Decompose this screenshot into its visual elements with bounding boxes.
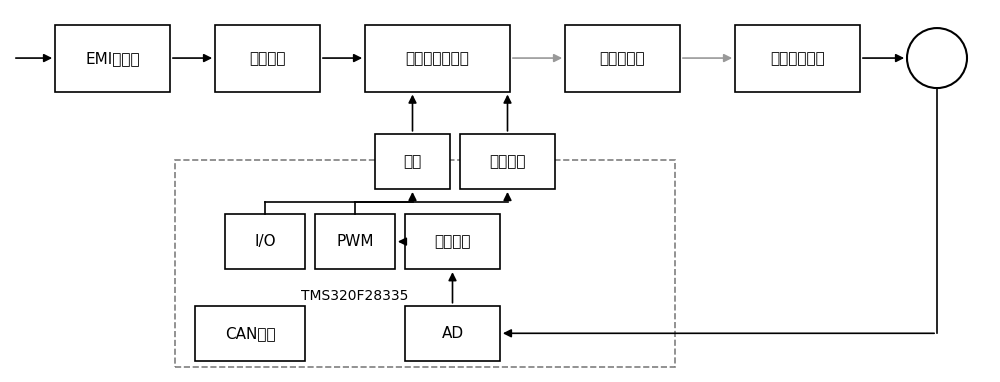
Text: AD: AD	[441, 326, 464, 341]
FancyBboxPatch shape	[365, 25, 510, 92]
Text: 移相全桥变换器: 移相全桥变换器	[406, 51, 469, 66]
FancyBboxPatch shape	[565, 25, 680, 92]
Text: TMS320F28335: TMS320F28335	[301, 289, 409, 303]
FancyBboxPatch shape	[225, 214, 305, 269]
Text: 隔离驱动: 隔离驱动	[489, 154, 526, 169]
FancyBboxPatch shape	[315, 214, 395, 269]
FancyBboxPatch shape	[460, 134, 555, 189]
FancyBboxPatch shape	[405, 306, 500, 361]
FancyBboxPatch shape	[405, 214, 500, 269]
Text: I/O: I/O	[254, 234, 276, 249]
Text: 滤波电容: 滤波电容	[249, 51, 286, 66]
FancyBboxPatch shape	[735, 25, 860, 92]
FancyBboxPatch shape	[215, 25, 320, 92]
Text: 控制算法: 控制算法	[434, 234, 471, 249]
Text: EMI滤波器: EMI滤波器	[85, 51, 140, 66]
Text: PWM: PWM	[336, 234, 374, 249]
Text: 保护: 保护	[403, 154, 422, 169]
Text: CAN通信: CAN通信	[225, 326, 275, 341]
Text: 整流滤波电路: 整流滤波电路	[770, 51, 825, 66]
FancyBboxPatch shape	[55, 25, 170, 92]
FancyBboxPatch shape	[375, 134, 450, 189]
Text: 高频变压器: 高频变压器	[600, 51, 645, 66]
FancyBboxPatch shape	[195, 306, 305, 361]
